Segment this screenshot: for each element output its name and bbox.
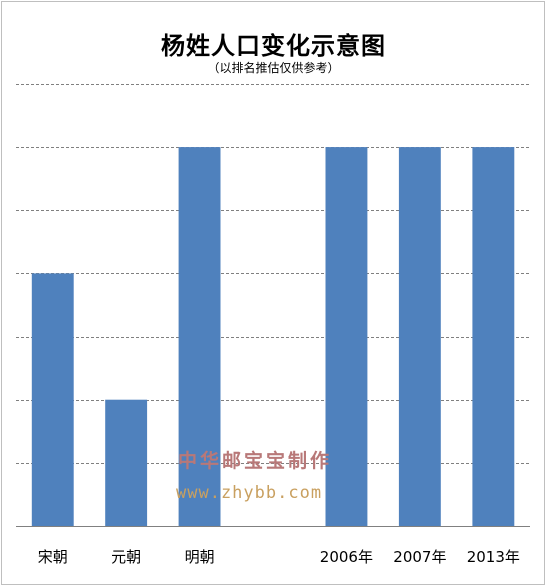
- chart-title: 杨姓人口变化示意图: [161, 31, 386, 60]
- bar: [472, 147, 515, 526]
- chart-subtitle: （以排名推估仅供参考）: [207, 61, 340, 75]
- x-tick-label: 2007年: [393, 548, 446, 566]
- watermark-text: 中华邮宝宝制作: [178, 449, 332, 472]
- x-tick-label: 元朝: [111, 548, 141, 566]
- x-tick-label: 2013年: [467, 548, 520, 566]
- bars: [31, 147, 515, 526]
- watermark-url: www.zhybb.com: [176, 483, 322, 503]
- bar: [31, 273, 74, 526]
- x-tick-label: 宋朝: [38, 548, 68, 566]
- bar: [398, 147, 441, 526]
- bar: [325, 147, 368, 526]
- bar: [105, 399, 148, 526]
- grid-lines: [16, 84, 530, 464]
- x-tick-label: 明朝: [185, 548, 215, 566]
- bar: [178, 147, 221, 526]
- x-tick-labels: 宋朝 元朝 明朝 2006年 2007年 2013年: [38, 548, 520, 566]
- x-tick-label: 2006年: [320, 548, 373, 566]
